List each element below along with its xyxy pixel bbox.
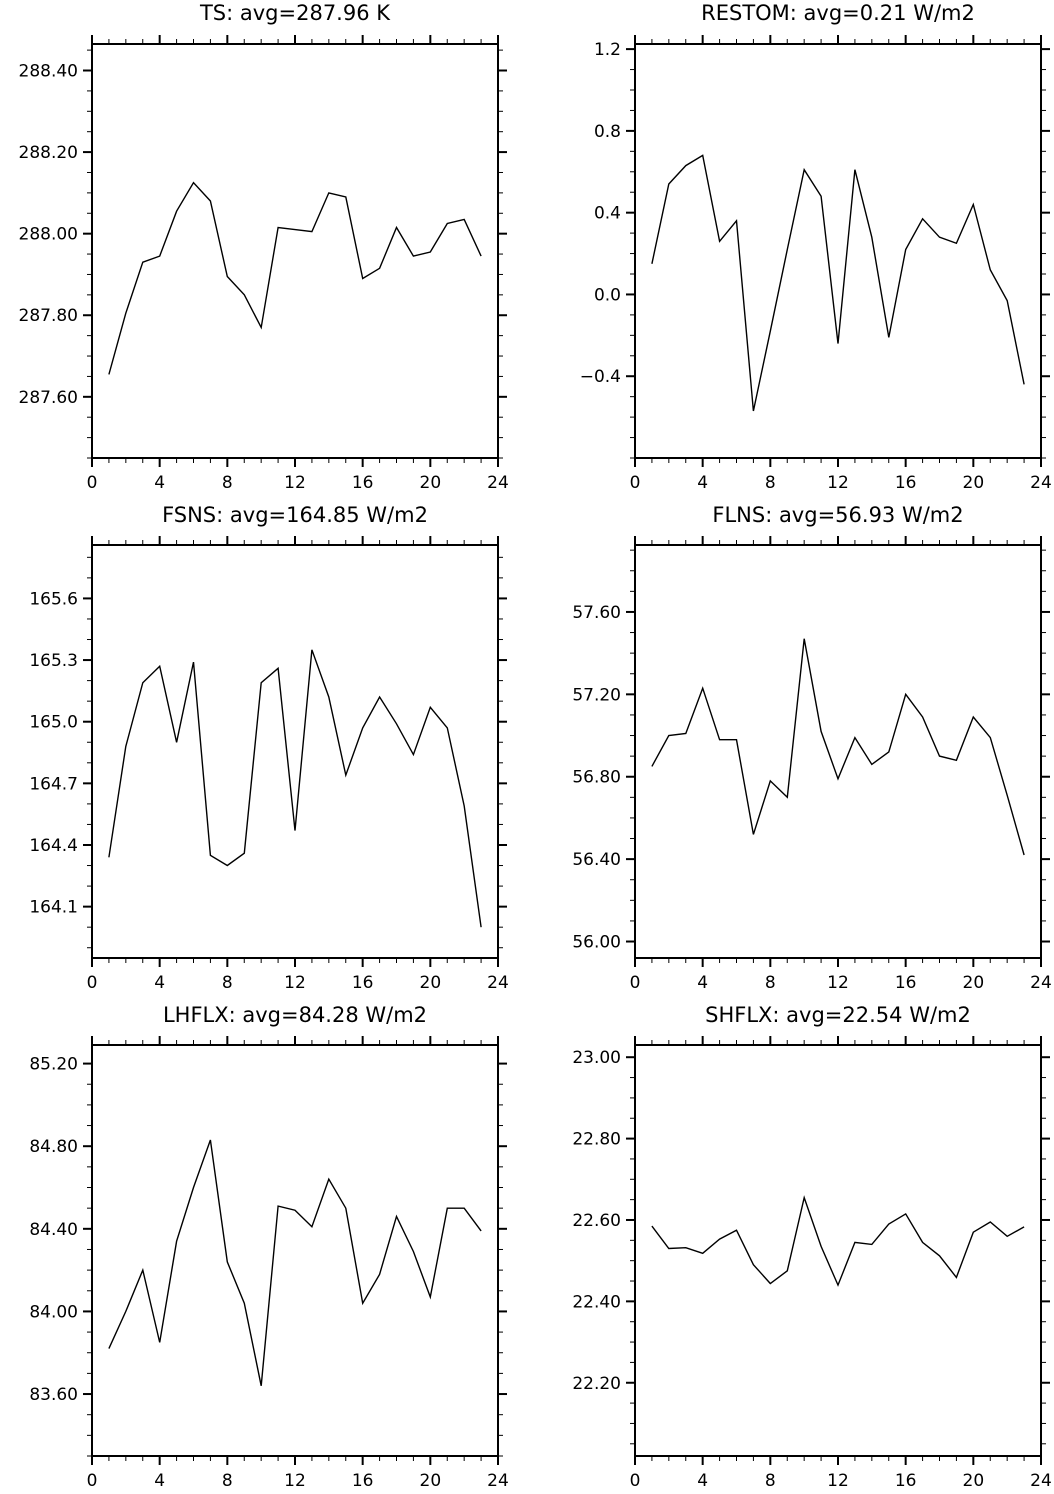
series-line — [651, 638, 1025, 856]
x-tick-label: 24 — [487, 473, 509, 493]
y-tick-label: 56.40 — [572, 850, 621, 870]
x-tick-label: 8 — [222, 1471, 233, 1491]
x-tick-label: 8 — [765, 1471, 776, 1491]
plot-frame — [91, 1044, 499, 1457]
x-tick-label: 16 — [352, 1471, 374, 1491]
x-tick-label: 0 — [87, 973, 98, 993]
x-tick-label: 20 — [963, 473, 985, 493]
y-tick-label: 164.4 — [29, 836, 78, 856]
y-tick-label: 165.0 — [29, 713, 78, 733]
y-tick-label: 164.1 — [29, 898, 78, 918]
x-tick-label: 12 — [284, 1471, 306, 1491]
y-tick-label: 22.60 — [572, 1211, 621, 1231]
y-tick-label: 22.80 — [572, 1130, 621, 1150]
x-tick-label: 4 — [154, 473, 165, 493]
y-tick-label: 164.7 — [29, 774, 78, 794]
y-tick-label: 0.0 — [594, 285, 621, 305]
y-tick-label: 57.20 — [572, 685, 621, 705]
x-tick-label: 4 — [154, 1471, 165, 1491]
chart-panel-3: FLNS: avg=56.93 W/m2 0 4 8 12 16 20 24 56.00 56.4… — [572, 503, 1051, 993]
y-tick-label: 287.80 — [19, 306, 78, 326]
y-tick-label: 1.2 — [594, 40, 621, 60]
x-tick-label: 12 — [284, 473, 306, 493]
x-tick-label: 12 — [827, 473, 849, 493]
y-tick-label: 22.20 — [572, 1374, 621, 1394]
series-line — [108, 649, 482, 928]
x-tick-label: 12 — [284, 973, 306, 993]
x-tick-label: 4 — [154, 973, 165, 993]
x-tick-label: 0 — [630, 973, 641, 993]
x-tick-label: 8 — [222, 473, 233, 493]
series-line — [651, 154, 1025, 412]
y-tick-label: 56.80 — [572, 768, 621, 788]
y-tick-label: 84.40 — [29, 1220, 78, 1240]
x-tick-label: 24 — [1030, 473, 1052, 493]
y-tick-label: 0.4 — [594, 204, 621, 224]
y-tick-label: 165.6 — [29, 589, 78, 609]
chart-panel-1: RESTOM: avg=0.21 W/m2 0 4 8 12 16 20 24 −0.4 0.0 0… — [580, 1, 1052, 493]
x-tick-label: 4 — [697, 973, 708, 993]
plot-frame — [634, 43, 1042, 459]
x-tick-label: 20 — [420, 973, 442, 993]
y-tick-label: 22.40 — [572, 1292, 621, 1312]
chart-title: TS: avg=287.96 K — [199, 1, 391, 25]
y-tick-label: 288.00 — [19, 225, 78, 245]
x-tick-label: 12 — [827, 973, 849, 993]
chart-title: RESTOM: avg=0.21 W/m2 — [701, 1, 975, 25]
y-tick-label: 288.20 — [19, 143, 78, 163]
x-tick-label: 0 — [630, 473, 641, 493]
y-tick-label: 165.3 — [29, 651, 78, 671]
series-line — [651, 1195, 1025, 1287]
plot-frame — [91, 544, 499, 959]
y-tick-label: 56.00 — [572, 933, 621, 953]
series-line — [108, 181, 482, 375]
x-tick-label: 24 — [1030, 973, 1052, 993]
x-tick-label: 4 — [697, 1471, 708, 1491]
x-tick-label: 20 — [420, 473, 442, 493]
chart-title: FSNS: avg=164.85 W/m2 — [162, 503, 428, 527]
x-tick-label: 16 — [895, 973, 917, 993]
x-tick-label: 0 — [630, 1471, 641, 1491]
y-tick-label: 84.80 — [29, 1137, 78, 1157]
x-tick-label: 16 — [895, 1471, 917, 1491]
x-tick-label: 8 — [765, 473, 776, 493]
chart-panel-5: SHFLX: avg=22.54 W/m2 0 4 8 12 16 20 24 22.20 22.… — [572, 1003, 1051, 1491]
y-tick-label: 57.60 — [572, 603, 621, 623]
chart-panel-2: FSNS: avg=164.85 W/m2 0 4 8 12 16 20 24 164.1 164… — [29, 503, 508, 993]
x-tick-label: 16 — [352, 973, 374, 993]
x-tick-label: 16 — [352, 473, 374, 493]
x-tick-label: 0 — [87, 473, 98, 493]
x-tick-label: 20 — [963, 973, 985, 993]
x-tick-label: 8 — [765, 973, 776, 993]
y-tick-label: −0.4 — [580, 367, 621, 387]
plot-frame — [634, 544, 1042, 959]
y-tick-label: 288.40 — [19, 62, 78, 82]
x-tick-label: 12 — [827, 1471, 849, 1491]
y-tick-label: 287.60 — [19, 388, 78, 408]
x-tick-label: 4 — [697, 473, 708, 493]
chart-title: FLNS: avg=56.93 W/m2 — [712, 503, 963, 527]
y-tick-label: 84.00 — [29, 1302, 78, 1322]
y-tick-label: 85.20 — [29, 1055, 78, 1075]
plot-frame — [91, 43, 499, 459]
y-tick-label: 23.00 — [572, 1048, 621, 1068]
x-tick-label: 24 — [487, 1471, 509, 1491]
series-line — [108, 1139, 482, 1386]
x-tick-label: 20 — [963, 1471, 985, 1491]
x-tick-label: 16 — [895, 473, 917, 493]
x-tick-label: 0 — [87, 1471, 98, 1491]
x-tick-label: 24 — [1030, 1471, 1052, 1491]
y-tick-label: 0.8 — [594, 122, 621, 142]
x-tick-label: 20 — [420, 1471, 442, 1491]
x-tick-label: 24 — [487, 973, 509, 993]
y-tick-label: 83.60 — [29, 1385, 78, 1405]
x-tick-label: 8 — [222, 973, 233, 993]
chart-title: LHFLX: avg=84.28 W/m2 — [163, 1003, 427, 1027]
chart-panel-4: LHFLX: avg=84.28 W/m2 0 4 8 12 16 20 24 83.60 84.… — [29, 1003, 508, 1491]
chart-panel-0: TS: avg=287.96 K 0 4 8 12 16 20 24 287.60 287.80 2… — [19, 1, 509, 493]
chart-title: SHFLX: avg=22.54 W/m2 — [705, 1003, 971, 1027]
